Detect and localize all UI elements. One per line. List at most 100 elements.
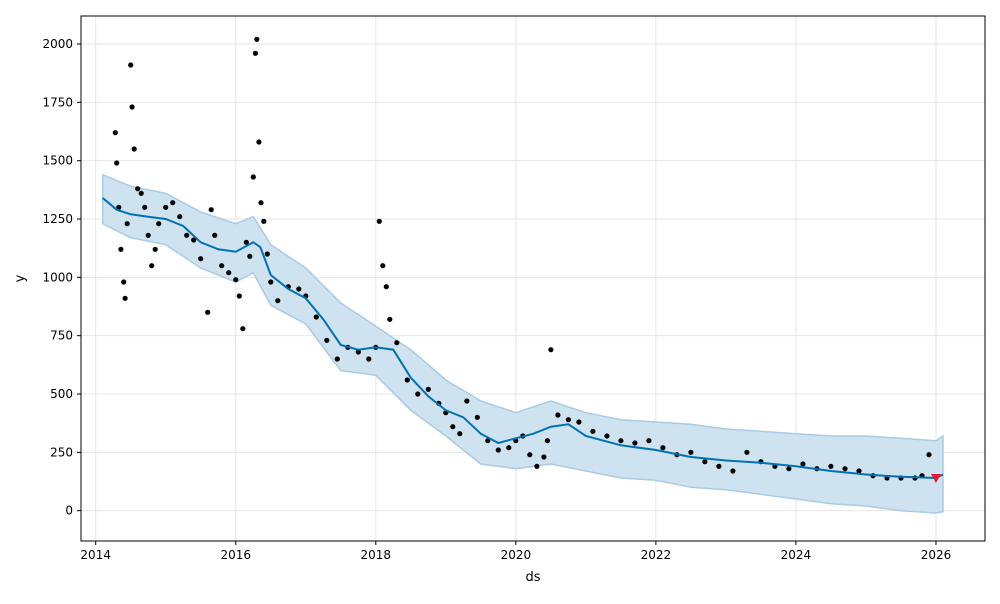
observed-point (828, 463, 834, 469)
observed-point (243, 239, 249, 245)
y-tick-label: 750 (50, 329, 73, 343)
observed-point (212, 232, 218, 238)
observed-point (474, 414, 480, 420)
x-tick-label: 2014 (80, 548, 111, 562)
observed-point (118, 246, 124, 252)
observed-point (131, 146, 137, 152)
x-tick-label: 2024 (781, 548, 812, 562)
observed-point (240, 326, 246, 332)
observed-point (495, 447, 501, 453)
x-axis-ticks: 2014 2016 2018 2020 2022 2024 2026 (80, 541, 951, 562)
y-tick-label: 2000 (42, 37, 73, 51)
y-axis-label: y (13, 274, 28, 282)
observed-point (415, 391, 421, 397)
observed-point (744, 449, 750, 455)
observed-point (376, 218, 382, 224)
observed-point (170, 200, 176, 206)
observed-point (450, 424, 456, 430)
observed-point (800, 461, 806, 467)
plot-frame (80, 15, 986, 542)
y-axis-ticks: 0 250 500 750 1000 1250 1500 1750 2000 (42, 37, 81, 518)
x-tick-label: 2020 (501, 548, 532, 562)
observed-points-layer (112, 36, 932, 481)
observed-point (191, 237, 197, 243)
forecast-line-layer (102, 197, 944, 480)
observed-point (555, 412, 561, 418)
observed-point (355, 349, 361, 355)
observed-point (534, 463, 540, 469)
observed-point (145, 232, 151, 238)
observed-point (156, 221, 162, 227)
observed-point (926, 452, 932, 458)
observed-point (646, 438, 652, 444)
observed-point (565, 417, 572, 423)
observed-point (590, 428, 596, 434)
observed-point (716, 463, 722, 469)
y-tick-label: 0 (65, 504, 73, 518)
observed-point (256, 139, 262, 145)
x-axis-label: ds (525, 570, 540, 585)
observed-point (219, 263, 225, 269)
observed-point (128, 62, 134, 68)
y-tick-label: 250 (50, 445, 73, 459)
observed-point (660, 445, 666, 451)
observed-point (177, 214, 183, 220)
observed-point (313, 314, 319, 320)
observed-point (457, 431, 463, 437)
observed-point (250, 174, 256, 180)
observed-point (464, 398, 470, 404)
observed-point (688, 449, 694, 455)
observed-point (366, 356, 372, 362)
observed-point (258, 200, 264, 206)
observed-point (252, 50, 258, 56)
observed-point (116, 204, 122, 210)
observed-point (576, 419, 582, 425)
observed-point (506, 445, 512, 451)
observed-point (296, 286, 302, 292)
highlight-marker (930, 474, 941, 483)
observed-point (152, 246, 158, 252)
observed-point (149, 263, 155, 269)
observed-point (233, 277, 239, 283)
observed-point (129, 104, 135, 110)
x-tick-label: 2018 (361, 548, 392, 562)
uncertainty-band-layer (101, 173, 944, 514)
observed-point (404, 377, 410, 383)
forecast-line (102, 197, 944, 480)
observed-point (394, 340, 400, 346)
observed-point (135, 186, 141, 192)
observed-point (208, 207, 214, 213)
observed-point (163, 204, 169, 210)
observed-point (334, 356, 340, 362)
observed-point (604, 433, 610, 439)
observed-point (786, 466, 792, 472)
y-tick-label: 1750 (42, 95, 73, 109)
observed-point (383, 284, 389, 290)
observed-point (425, 386, 431, 392)
y-tick-label: 1000 (42, 270, 73, 284)
observed-point (856, 468, 862, 474)
observed-point (122, 295, 128, 301)
observed-point (247, 253, 253, 259)
x-tick-label: 2026 (921, 548, 952, 562)
observed-point (114, 160, 120, 166)
observed-point (275, 298, 281, 304)
observed-point (702, 459, 708, 465)
observed-point (324, 337, 330, 343)
observed-point (112, 130, 118, 136)
observed-point (142, 204, 148, 210)
y-tick-label: 1250 (42, 212, 73, 226)
uncertainty-band (101, 173, 944, 514)
observed-point (261, 218, 267, 224)
observed-point (236, 293, 242, 299)
observed-point (226, 270, 232, 276)
observed-point (254, 36, 260, 42)
observed-point (380, 263, 386, 269)
observed-point (618, 438, 624, 444)
observed-point (138, 190, 144, 196)
y-tick-label: 500 (50, 387, 73, 401)
observed-point (205, 309, 211, 315)
x-tick-label: 2022 (641, 548, 672, 562)
observed-point (548, 347, 554, 353)
